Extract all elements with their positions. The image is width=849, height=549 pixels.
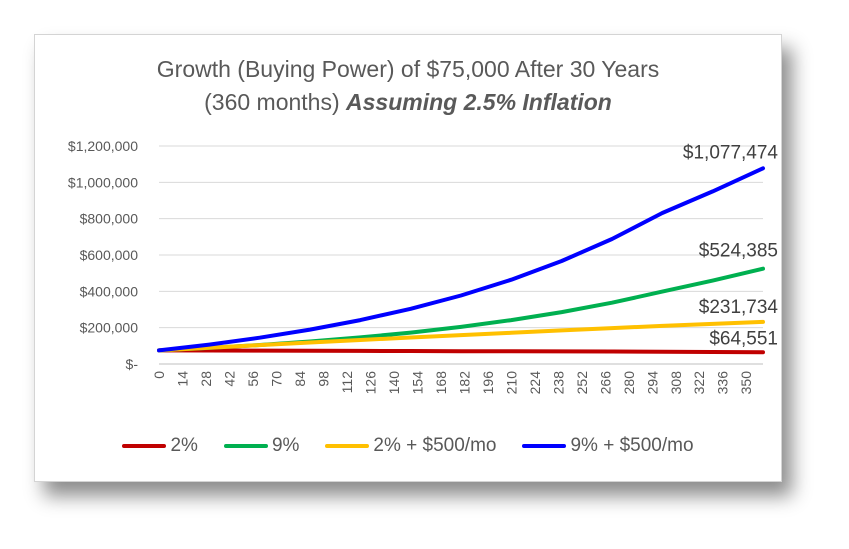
legend-swatch (325, 444, 370, 448)
x-tick-label: 322 (691, 371, 707, 395)
x-tick-label: 252 (574, 371, 590, 395)
legend-swatch (223, 444, 268, 448)
series-line (157, 166, 765, 353)
x-tick-label: 266 (597, 371, 613, 395)
data-label: $231,734 (699, 297, 779, 318)
legend-entry: 9% (223, 435, 300, 457)
x-tick-label: 210 (503, 371, 519, 395)
legend-label: 9% (271, 435, 300, 456)
y-tick-label: $200,000 (80, 320, 139, 336)
y-tick-label: $600,000 (80, 247, 139, 263)
legend-swatch (522, 444, 567, 448)
data-label: $524,385 (699, 241, 778, 262)
x-tick-label: 98 (315, 371, 331, 387)
y-tick-label: $1,200,000 (68, 138, 138, 154)
x-tick-label: 154 (409, 371, 425, 395)
x-tick-label: 14 (174, 371, 190, 387)
x-tick-label: 224 (527, 371, 543, 395)
data-label: $64,551 (709, 328, 778, 349)
series-line (157, 348, 765, 355)
chart-title-sub-emph: Assuming 2.5% Inflation (346, 89, 612, 115)
chart-title-sub: (360 months) Assuming 2.5% Inflation (35, 86, 781, 119)
y-tick-label: $- (126, 356, 139, 372)
x-tick-label: 350 (738, 371, 754, 395)
x-tick-label: 70 (268, 371, 284, 387)
line-chart: $- $200,000 $400,000 $600,000 $800,000 $1,000… (68, 138, 779, 395)
y-tick-label: $800,000 (80, 211, 139, 227)
y-tick-label: $1,000,000 (68, 174, 138, 190)
x-tick-label: 308 (668, 371, 684, 395)
x-tick-label: 112 (339, 371, 355, 394)
x-tick-label: 84 (292, 371, 308, 387)
x-tick-label: 196 (480, 371, 496, 395)
legend-entry: 9% + $500/mo (522, 435, 694, 457)
legend-swatch (122, 444, 167, 448)
legend-entry: 2% (122, 435, 198, 457)
x-tick-label: 336 (715, 371, 731, 395)
data-label: $1,077,474 (683, 142, 779, 163)
chart-title-main: Growth (Buying Power) of $75,000 After 3… (156, 56, 660, 82)
x-tick-label: 56 (245, 371, 261, 387)
legend-label: 2% + $500/mo (373, 435, 497, 456)
x-tick-label: 0 (151, 371, 167, 379)
legend-entry: 2% + $500/mo (325, 435, 496, 457)
chart-title: Growth (Buying Power) of $75,000 After 3… (35, 53, 781, 119)
chart-card: Growth (Buying Power) of $75,000 After 3… (34, 34, 782, 482)
x-tick-label: 182 (456, 371, 472, 395)
series-line (157, 319, 765, 353)
legend-label: 2% (170, 435, 198, 456)
chart-title-sub-plain: (360 months) (204, 89, 347, 115)
chart-legend: 2% 9% 2% + $500/mo 9% + $500/mo (35, 435, 781, 457)
x-tick-label: 42 (221, 371, 237, 387)
x-tick-label: 294 (644, 371, 660, 395)
legend-label: 9% + $500/mo (570, 435, 694, 456)
x-tick-label: 140 (386, 371, 402, 395)
x-tick-label: 168 (433, 371, 449, 395)
y-tick-label: $400,000 (80, 283, 139, 299)
x-tick-label: 28 (198, 371, 214, 387)
x-tick-label: 238 (550, 371, 566, 395)
x-tick-label: 126 (362, 371, 378, 395)
x-tick-label: 280 (621, 371, 637, 395)
